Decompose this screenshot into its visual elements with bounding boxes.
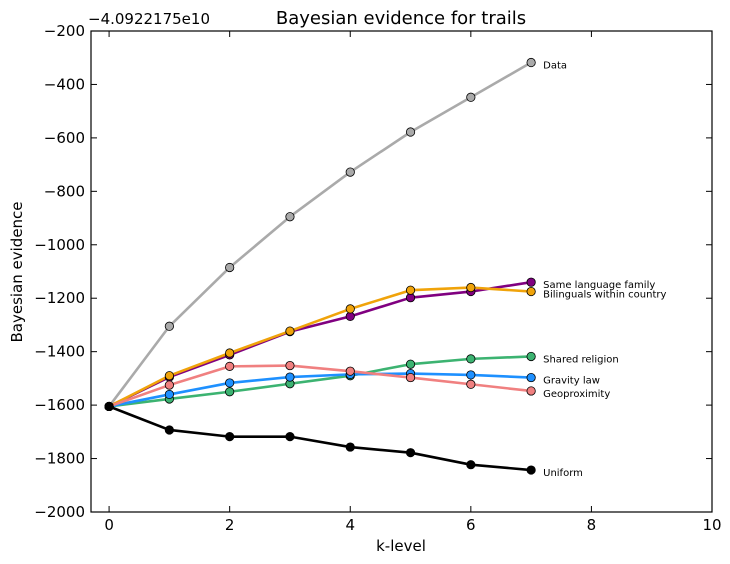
- series-line: [108, 286, 532, 408]
- data-point: [225, 262, 235, 273]
- data-point: [225, 387, 235, 397]
- x-tick-label: 0: [104, 516, 114, 534]
- data-point: [225, 378, 235, 388]
- data-point: [466, 379, 476, 389]
- data-point: [466, 460, 476, 470]
- y-tick-label: −2000: [34, 503, 85, 521]
- data-point: [285, 360, 295, 371]
- data-point: [526, 351, 536, 362]
- data-point: [466, 92, 476, 102]
- data-point: [405, 359, 416, 369]
- series-line: [108, 364, 532, 408]
- data-point: [164, 389, 174, 400]
- data-point: [526, 386, 536, 396]
- series-label: Data: [543, 61, 567, 72]
- data-point: [285, 212, 295, 222]
- data-point: [164, 380, 174, 390]
- y-tick-label: −1600: [34, 396, 85, 414]
- data-point: [526, 372, 536, 383]
- data-point: [345, 366, 355, 376]
- x-axis-label: k-level: [376, 537, 426, 555]
- data-point: [526, 286, 536, 297]
- x-tick-label: 6: [466, 516, 476, 534]
- data-point: [345, 442, 355, 452]
- y-axis-label: Bayesian evidence: [8, 201, 26, 342]
- data-point: [345, 304, 355, 314]
- y-tick-label: −1400: [34, 343, 85, 361]
- y-tick-label: −400: [44, 75, 85, 93]
- chart-title: Bayesian evidence for trails: [276, 8, 526, 29]
- series-label: Shared religion: [543, 354, 619, 365]
- data-point: [225, 432, 235, 442]
- data-point: [285, 326, 295, 336]
- data-point: [526, 465, 536, 475]
- data-point: [405, 285, 416, 295]
- plot-area: 0 2 4 6 8 10 −2000 −1800 −1600 −1400 −1200 −1000 −80…: [34, 22, 721, 534]
- data-point: [526, 277, 536, 287]
- data-point: [164, 371, 174, 381]
- y-tick-label: −600: [44, 129, 85, 147]
- series-line: [108, 372, 532, 408]
- series-label: Geoproximity: [543, 389, 610, 400]
- data-point: [225, 348, 235, 358]
- data-point: [164, 321, 174, 331]
- series-line: [108, 280, 532, 408]
- y-tick-label: −1200: [34, 289, 85, 307]
- x-tick-label: 2: [225, 516, 235, 534]
- y-offset-text: −4.0922175e10: [88, 10, 210, 28]
- data-point: [466, 354, 476, 364]
- y-tick-label: −200: [44, 22, 85, 40]
- series-line: [108, 61, 532, 408]
- data-point: [405, 448, 416, 458]
- data-point: [466, 370, 476, 380]
- x-tick-label: 8: [587, 516, 597, 534]
- plot-frame: [90, 30, 713, 513]
- series-line: [108, 355, 532, 408]
- y-tick-label: −1000: [34, 236, 85, 254]
- data-point: [345, 167, 355, 177]
- x-tick-label: 10: [702, 516, 721, 534]
- series-label: Bilinguals within country: [543, 290, 666, 301]
- data-point: [526, 57, 536, 68]
- series-line: [108, 405, 532, 472]
- data-point: [164, 425, 174, 435]
- data-point: [405, 372, 416, 383]
- data-point: [104, 401, 114, 412]
- series-label: Uniform: [543, 468, 583, 479]
- data-point: [285, 372, 295, 382]
- y-tick-label: −1800: [34, 450, 85, 468]
- series-label: Gravity law: [543, 376, 600, 387]
- data-point: [285, 432, 295, 442]
- x-tick-label: 4: [345, 516, 355, 534]
- data-point: [466, 282, 476, 293]
- data-point: [225, 361, 235, 371]
- series-label: Same language family: [543, 280, 655, 291]
- data-point: [405, 127, 416, 137]
- y-tick-label: −800: [44, 182, 85, 200]
